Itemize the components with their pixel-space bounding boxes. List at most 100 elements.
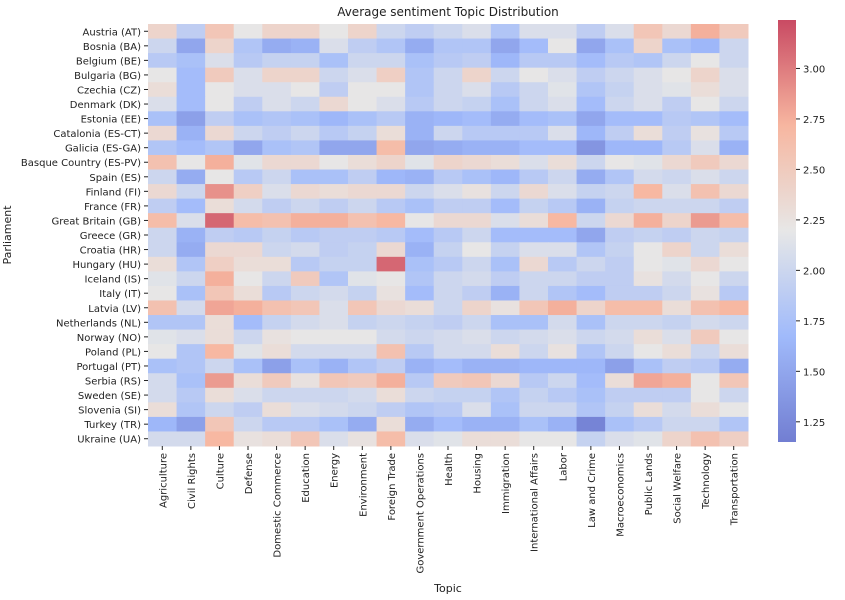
heatmap-cell: [433, 387, 463, 403]
heatmap-cell: [290, 111, 320, 127]
heatmap-cell: [376, 53, 406, 69]
heatmap-cell: [319, 402, 349, 418]
x-axis-label: Topic: [433, 582, 462, 595]
heatmap-cell: [405, 140, 435, 156]
heatmap-cell: [433, 300, 463, 316]
heatmap-cell: [290, 198, 320, 214]
heatmap-cell: [662, 38, 692, 54]
heatmap-cell: [433, 271, 463, 287]
heatmap-cell: [519, 242, 549, 258]
heatmap-cell: [205, 358, 235, 374]
heatmap-cell: [462, 402, 492, 418]
heatmap-cell: [290, 416, 320, 432]
heatmap-cell: [519, 387, 549, 403]
heatmap-cell: [376, 300, 406, 316]
heatmap-cell: [633, 431, 663, 447]
heatmap-cell: [290, 271, 320, 287]
row-label: Denmark (DK): [70, 100, 141, 111]
heatmap-cell: [205, 242, 235, 258]
heatmap-cell: [719, 198, 749, 214]
heatmap-cell: [319, 96, 349, 112]
heatmap-cell: [662, 169, 692, 185]
heatmap-cell: [605, 82, 635, 98]
heatmap-cell: [205, 416, 235, 432]
heatmap-cell: [433, 184, 463, 200]
heatmap-cell: [290, 358, 320, 374]
heatmap-cell: [548, 198, 578, 214]
heatmap-cell: [490, 300, 520, 316]
heatmap-cell: [633, 256, 663, 272]
row-label: Portugal (PT): [76, 362, 141, 373]
heatmap-cell: [433, 358, 463, 374]
heatmap-cell: [519, 111, 549, 127]
heatmap-cell: [176, 169, 206, 185]
heatmap-cell: [262, 344, 292, 360]
colorbar-tick-label: 1.50: [803, 367, 825, 378]
heatmap-cell: [462, 198, 492, 214]
heatmap-cell: [319, 169, 349, 185]
heatmap-cell: [348, 82, 378, 98]
heatmap-cell: [605, 256, 635, 272]
heatmap-cell: [405, 111, 435, 127]
heatmap-cell: [290, 38, 320, 54]
heatmap-cell: [605, 402, 635, 418]
heatmap-cell: [290, 329, 320, 345]
heatmap-cell: [148, 140, 178, 156]
heatmap-cell: [290, 67, 320, 83]
heatmap-cell: [633, 373, 663, 389]
heatmap-cell: [633, 344, 663, 360]
heatmap-cell: [290, 431, 320, 447]
heatmap-cell: [262, 242, 292, 258]
heatmap-cell: [548, 242, 578, 258]
heatmap-cell: [576, 38, 606, 54]
heatmap-cell: [433, 315, 463, 331]
heatmap-cell: [405, 24, 435, 40]
heatmap-cell: [719, 53, 749, 69]
heatmap-cell: [576, 96, 606, 112]
heatmap-cell: [433, 154, 463, 171]
heatmap-cell: [576, 24, 606, 40]
row-label: Norway (NO): [77, 333, 141, 344]
heatmap-cell: [462, 213, 492, 229]
heatmap-cell: [319, 242, 349, 258]
heatmap-cell: [176, 38, 206, 54]
heatmap-cell: [605, 111, 635, 127]
heatmap-cell: [405, 431, 435, 447]
heatmap-cell: [176, 373, 206, 389]
heatmap-cell: [719, 387, 749, 403]
heatmap-cell: [205, 271, 235, 287]
heatmap-cell: [290, 285, 320, 301]
heatmap-cell: [176, 344, 206, 360]
heatmap-cell: [576, 402, 606, 418]
heatmap-cell: [605, 184, 635, 200]
heatmap-cell: [433, 96, 463, 112]
heatmap-cell: [633, 358, 663, 374]
heatmap-cell: [576, 431, 606, 447]
heatmap-cell: [576, 329, 606, 345]
heatmap-cell: [233, 344, 263, 360]
heatmap-cell: [690, 125, 720, 141]
heatmap-cell: [148, 285, 178, 301]
heatmap-cell: [376, 285, 406, 301]
heatmap-cell: [148, 184, 178, 200]
heatmap-cell: [633, 38, 663, 54]
colorbar-tick-label: 1.25: [803, 418, 825, 429]
heatmap-cell: [490, 38, 520, 54]
heatmap-cell: [462, 300, 492, 316]
heatmap-cell: [348, 53, 378, 69]
heatmap-cell: [405, 169, 435, 185]
heatmap-cell: [376, 96, 406, 112]
heatmap-cell: [519, 154, 549, 171]
heatmap-cell: [690, 227, 720, 243]
heatmap-cell: [148, 227, 178, 243]
colorbar-tick-label: 2.00: [803, 266, 825, 277]
column-label: Government Operations: [415, 453, 426, 574]
heatmap-cell: [319, 53, 349, 69]
row-label: Catalonia (ES-CT): [53, 129, 141, 140]
heatmap-cell: [633, 184, 663, 200]
heatmap-cell: [262, 198, 292, 214]
heatmap-cell: [319, 140, 349, 156]
heatmap-cell: [376, 242, 406, 258]
heatmap-cell: [690, 373, 720, 389]
heatmap-cell: [605, 38, 635, 54]
